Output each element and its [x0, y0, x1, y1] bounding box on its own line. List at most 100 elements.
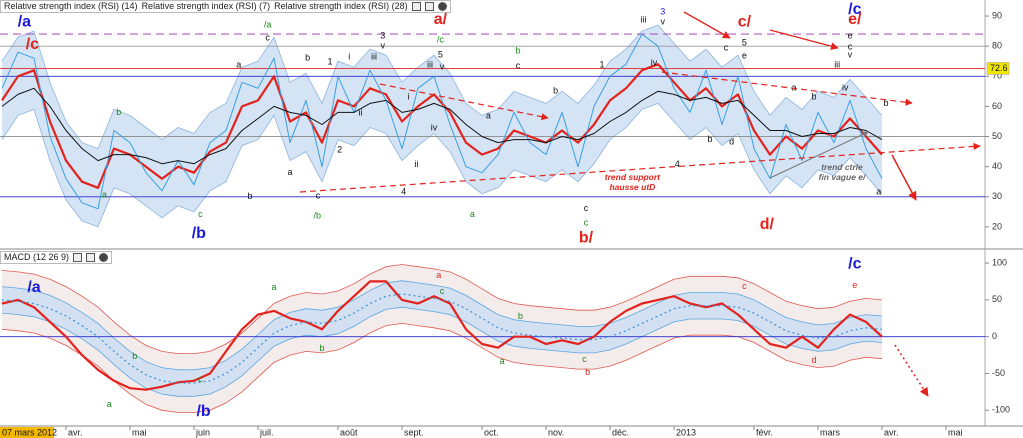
- band-upper: [1, 280, 883, 371]
- annotation: b: [883, 98, 888, 108]
- series-line: [1, 63, 883, 189]
- x-tick-label: mai: [948, 427, 963, 437]
- annotation: iv: [842, 83, 849, 93]
- y-tick-label: 60: [992, 101, 1002, 111]
- band-lower: [1, 102, 883, 228]
- annotation: 4: [675, 159, 680, 169]
- y-tick-label: 30: [992, 191, 1002, 201]
- annotation: d: [729, 136, 734, 146]
- annotation: 3: [380, 30, 385, 40]
- annotation: /c: [26, 36, 39, 53]
- series-line: [1, 87, 883, 165]
- minimize-icon[interactable]: [86, 253, 96, 262]
- annotation: c: [316, 190, 321, 200]
- annotation: a: [102, 189, 107, 199]
- annotation: a/: [434, 11, 448, 28]
- annotation: b: [116, 107, 121, 117]
- annotation: hausse utD: [609, 182, 655, 192]
- annotation: v: [848, 50, 853, 60]
- annotation: e/: [848, 11, 862, 28]
- arrow: [769, 131, 869, 179]
- x-tick-label: mars: [820, 427, 840, 437]
- y-tick-label: 50: [992, 131, 1002, 141]
- y-tick-label: 70: [992, 71, 1002, 81]
- series-line: [1, 280, 883, 391]
- x-tick-label: août: [340, 427, 358, 437]
- annotation: c: [742, 281, 747, 291]
- y-tick-label: 80: [992, 41, 1002, 51]
- band-upper: [1, 24, 883, 150]
- annotation: /c: [437, 35, 445, 45]
- x-tick-label: 2013: [676, 427, 696, 437]
- minimize-icon[interactable]: [424, 2, 434, 11]
- annotation: a: [876, 186, 881, 196]
- annotation: c/: [738, 13, 752, 30]
- y-tick-label: 50: [992, 294, 1002, 304]
- last-value-label: 72.6: [990, 63, 1008, 73]
- legend-entry: Relative strength index (RSI) (7): [141, 1, 271, 11]
- annotation: 5: [438, 50, 443, 60]
- y-tick-label: 20: [992, 221, 1002, 231]
- x-tick-label: avr.: [68, 427, 83, 437]
- y-tick-label: -100: [992, 405, 1010, 415]
- annotation: c: [584, 217, 589, 227]
- annotation: e: [847, 30, 852, 40]
- band-upper: [1, 264, 883, 354]
- y-tick-label: -50: [992, 368, 1005, 378]
- annotation: trend support: [605, 172, 661, 182]
- x-tick-label: oct.: [484, 427, 499, 437]
- annotation: c: [848, 41, 853, 51]
- panel-header: MACD (12 26 9): [0, 251, 113, 264]
- annotation: iii: [641, 14, 647, 24]
- settings-icon[interactable]: [73, 253, 83, 262]
- annotation: a: [791, 83, 796, 93]
- annotation: e: [742, 50, 747, 60]
- annotation: /b: [192, 225, 206, 242]
- annotation: c: [440, 286, 445, 296]
- annotation: b: [518, 311, 523, 321]
- annotation: ii: [358, 107, 362, 117]
- annotation: b: [305, 53, 310, 63]
- x-tick-label: sept.: [404, 427, 424, 437]
- annotation: /b: [196, 403, 210, 420]
- band-area: [2, 280, 882, 397]
- annotation: 2: [337, 144, 342, 154]
- annotation: b: [132, 351, 137, 361]
- annotation: v: [440, 62, 445, 72]
- annotation: fin vague e/: [819, 172, 867, 182]
- annotation: 3: [660, 6, 665, 16]
- cursor-date-box: [0, 427, 54, 438]
- trend-line: [299, 142, 981, 193]
- annotation: b/: [579, 229, 594, 246]
- annotation: b: [707, 134, 712, 144]
- y-tick-label: 40: [992, 161, 1002, 171]
- annotation: c: [198, 209, 203, 219]
- annotation: a: [107, 399, 112, 409]
- annotation: a: [486, 110, 491, 120]
- x-tick-label: févr.: [756, 427, 773, 437]
- annotation: /b: [313, 210, 321, 220]
- arrow: [891, 154, 917, 201]
- arrow: [769, 29, 839, 50]
- arrow: [683, 11, 731, 39]
- trend-line: [661, 71, 913, 106]
- x-tick-label: nov.: [548, 427, 564, 437]
- close-icon[interactable]: [437, 2, 447, 11]
- trend-line: [379, 83, 549, 121]
- x-tick-label: 07 mars 2012: [2, 427, 57, 437]
- close-icon[interactable]: [99, 253, 109, 262]
- annotation: d/: [760, 216, 775, 233]
- annotation: b: [247, 191, 252, 201]
- series-line: [1, 293, 883, 384]
- legend-entry: Relative strength index (RSI) (14): [4, 1, 138, 11]
- settings-icon[interactable]: [411, 2, 421, 11]
- legend-entry: Relative strength index (RSI) (28): [274, 1, 408, 11]
- annotation: i: [348, 51, 350, 61]
- x-tick-label: juil.: [259, 427, 274, 437]
- annotation: i: [407, 92, 409, 102]
- annotation: c: [582, 354, 587, 364]
- annotation: trend ctrle: [821, 162, 863, 172]
